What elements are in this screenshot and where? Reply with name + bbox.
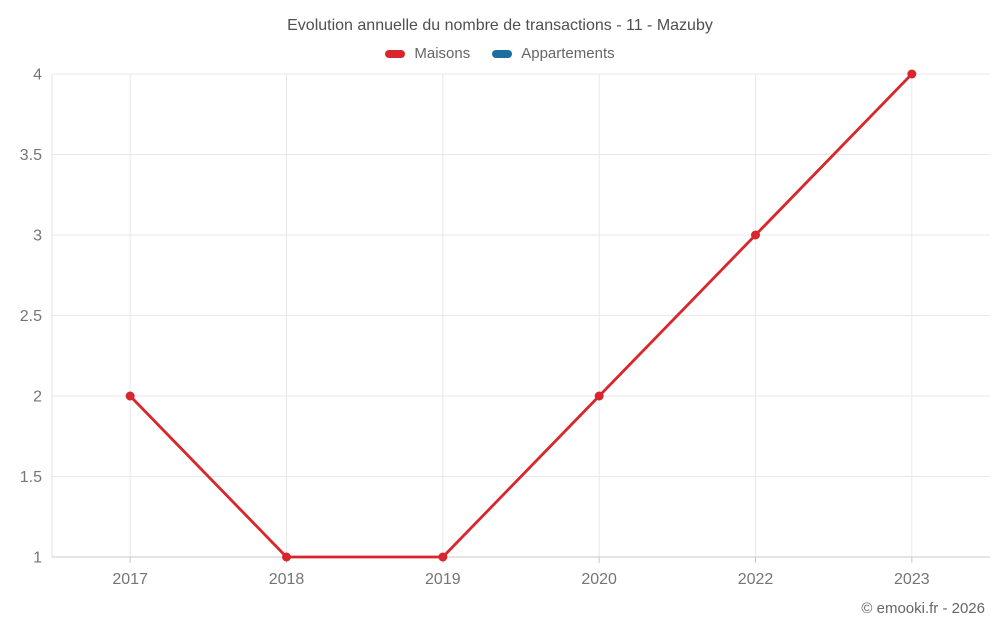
x-tick-label: 2017 xyxy=(112,571,148,588)
x-tick-label: 2019 xyxy=(425,571,461,588)
data-point xyxy=(438,552,448,562)
gridlines xyxy=(52,73,990,557)
y-tick-label: 3 xyxy=(33,228,42,245)
axis-labels: 1 1.5 2 2.5 3 3.5 4 2017 2018 2019 2020 2022 2023 xyxy=(20,67,930,589)
legend-item-appartements[interactable]: Appartements xyxy=(492,45,615,62)
y-tick-label: 2.5 xyxy=(20,308,42,325)
legend-label: Appartements xyxy=(521,45,615,62)
x-tick-label: 2018 xyxy=(269,571,305,588)
data-point xyxy=(125,391,135,401)
y-tick-label: 4 xyxy=(33,67,42,84)
copyright: © emooki.fr - 2026 xyxy=(861,600,985,617)
legend-item-maisons[interactable]: Maisons xyxy=(385,45,470,62)
data-point xyxy=(751,230,760,240)
series-line-maisons xyxy=(128,72,914,559)
series-group xyxy=(125,69,917,562)
x-tick-label: 2023 xyxy=(894,571,930,588)
data-point xyxy=(907,69,917,79)
data-point xyxy=(594,391,604,401)
x-tick-label: 2020 xyxy=(581,571,617,588)
legend-label: Maisons xyxy=(414,45,471,62)
legend-swatch-icon xyxy=(492,49,513,58)
chart-title: Evolution annuelle du nombre de transact… xyxy=(287,17,713,34)
y-tick-label: 3.5 xyxy=(20,147,42,164)
y-tick-label: 2 xyxy=(33,389,42,406)
legend-swatch-icon xyxy=(385,49,406,58)
legend: Maisons Appartements xyxy=(0,45,1000,62)
data-point xyxy=(282,552,291,562)
y-tick-label: 1 xyxy=(33,550,42,567)
axes xyxy=(51,74,990,563)
y-tick-label: 1.5 xyxy=(20,469,42,486)
x-tick-label: 2022 xyxy=(738,571,774,588)
